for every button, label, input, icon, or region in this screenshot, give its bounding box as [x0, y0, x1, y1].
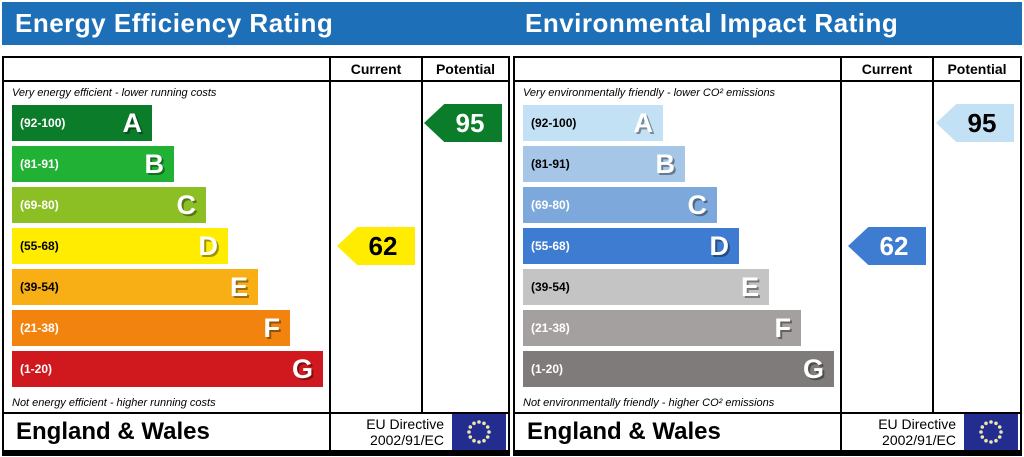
- band-letter: B: [144, 148, 165, 179]
- region-label: England & Wales: [527, 418, 721, 445]
- bottom-note: Not energy efficient - higher running co…: [12, 397, 216, 409]
- band-range-label: (39-54): [531, 280, 570, 294]
- eu-flag-icon: [452, 414, 506, 450]
- environmental-impact-title: Environmental Impact Rating: [525, 8, 899, 38]
- rating-scale: Very energy efficient - lower running co…: [4, 82, 329, 412]
- potential-rating-arrow: 95: [936, 104, 1014, 142]
- eu-flag-icon: [964, 414, 1018, 450]
- potential-column: 95: [421, 82, 508, 412]
- band-letter: C: [687, 189, 708, 220]
- column-header-row: Current Potential: [4, 58, 508, 82]
- band-letter: A: [633, 107, 654, 138]
- potential-column-header: Potential: [421, 58, 508, 82]
- chart-body-row: Very environmentally friendly - lower CO…: [515, 82, 1020, 412]
- current-column-header: Current: [329, 58, 421, 82]
- potential-rating-value: 95: [967, 107, 997, 138]
- band-G: (1-20) G: [12, 351, 323, 387]
- band-C: (69-80) C: [12, 187, 206, 223]
- band-range-label: (81-91): [20, 157, 59, 171]
- region-label: England & Wales: [16, 418, 210, 445]
- band-A: (92-100) A: [523, 105, 663, 141]
- band-range-label: (21-38): [20, 321, 59, 335]
- band-range-label: (1-20): [531, 362, 564, 376]
- band-letter: G: [291, 353, 313, 384]
- band-range-label: (81-91): [531, 157, 570, 171]
- energy-efficiency-panel: Current Potential Very energy efficient …: [2, 56, 510, 456]
- band-letter: D: [709, 230, 730, 261]
- current-rating-value: 62: [368, 230, 398, 261]
- band-B: (81-91) B: [12, 146, 174, 182]
- eu-directive-label: EU Directive 2002/91/EC: [366, 415, 444, 448]
- bottom-note: Not environmentally friendly - higher CO…: [523, 397, 775, 409]
- band-letter: F: [774, 312, 792, 343]
- band-letter: C: [176, 189, 197, 220]
- band-letter: E: [740, 271, 759, 302]
- band-range-label: (69-80): [531, 198, 570, 212]
- current-column-header: Current: [840, 58, 932, 82]
- eu-directive-label: EU Directive 2002/91/EC: [878, 415, 956, 448]
- environmental-impact-panel: Current Potential Very environmentally f…: [513, 56, 1022, 456]
- chart-header-spacer: [515, 58, 840, 82]
- panels-container: Current Potential Very energy efficient …: [2, 56, 1022, 456]
- band-range-label: (55-68): [20, 239, 59, 253]
- band-letter: A: [122, 107, 143, 138]
- eu-directive-cell: EU Directive 2002/91/EC: [329, 414, 508, 450]
- band-letter: B: [655, 148, 676, 179]
- band-D: (55-68) D: [523, 228, 739, 264]
- current-rating-arrow: 62: [848, 227, 926, 265]
- band-B: (81-91) B: [523, 146, 685, 182]
- current-rating-value: 62: [879, 230, 909, 261]
- band-A: (92-100) A: [12, 105, 152, 141]
- band-range-label: (21-38): [531, 321, 570, 335]
- band-F: (21-38) F: [12, 310, 290, 346]
- potential-rating-arrow: 95: [424, 104, 502, 142]
- band-E: (39-54) E: [523, 269, 769, 305]
- band-letter: G: [802, 353, 824, 384]
- band-C: (69-80) C: [523, 187, 717, 223]
- chart-body-row: Very energy efficient - lower running co…: [4, 82, 508, 412]
- title-bar: Energy Efficiency Rating Environmental I…: [2, 2, 1022, 45]
- current-rating-arrow: 62: [337, 227, 415, 265]
- potential-rating-value: 95: [455, 107, 485, 138]
- energy-efficiency-title: Energy Efficiency Rating: [15, 8, 334, 38]
- footer-row: England & Wales EU Directive 2002/91/EC: [515, 412, 1020, 450]
- band-D: (55-68) D: [12, 228, 228, 264]
- potential-column: 95: [932, 82, 1020, 412]
- band-letter: E: [229, 271, 248, 302]
- band-F: (21-38) F: [523, 310, 801, 346]
- band-range-label: (1-20): [20, 362, 53, 376]
- band-range-label: (92-100): [531, 116, 577, 130]
- chart-header-spacer: [4, 58, 329, 82]
- top-note: Very energy efficient - lower running co…: [12, 87, 217, 99]
- band-letter: D: [198, 230, 219, 261]
- band-E: (39-54) E: [12, 269, 258, 305]
- band-range-label: (92-100): [20, 116, 66, 130]
- band-letter: F: [263, 312, 281, 343]
- band-range-label: (39-54): [20, 280, 59, 294]
- rating-scale: Very environmentally friendly - lower CO…: [515, 82, 840, 412]
- eu-directive-cell: EU Directive 2002/91/EC: [840, 414, 1020, 450]
- current-column: 62: [840, 82, 932, 412]
- top-note: Very environmentally friendly - lower CO…: [523, 87, 776, 99]
- potential-column-header: Potential: [932, 58, 1020, 82]
- band-range-label: (69-80): [20, 198, 59, 212]
- current-column: 62: [329, 82, 421, 412]
- footer-row: England & Wales EU Directive 2002/91/EC: [4, 412, 508, 450]
- band-G: (1-20) G: [523, 351, 834, 387]
- column-header-row: Current Potential: [515, 58, 1020, 82]
- band-range-label: (55-68): [531, 239, 570, 253]
